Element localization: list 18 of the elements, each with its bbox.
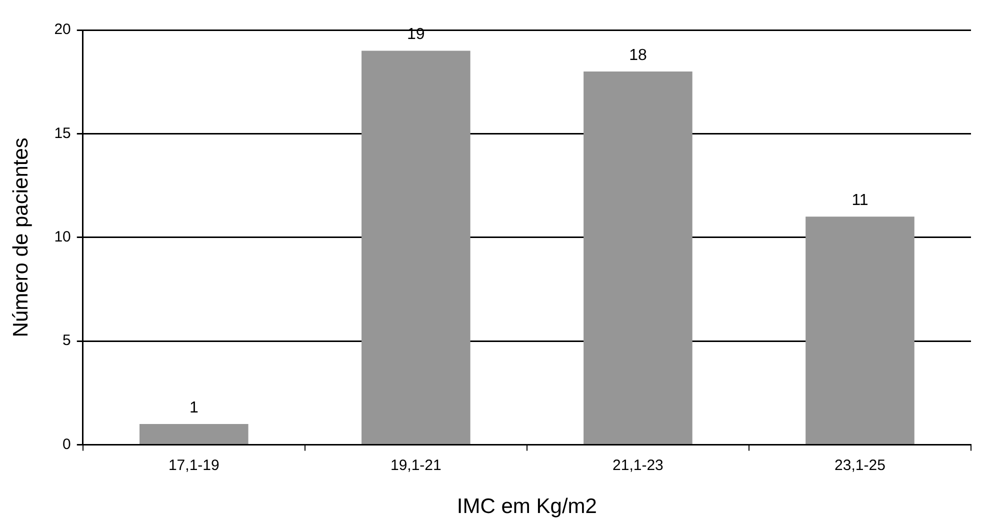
data-label: 18 (629, 46, 647, 64)
x-axis-title: IMC em Kg/m2 (456, 495, 597, 518)
data-label: 1 (189, 399, 198, 416)
y-tick-label: 20 (54, 21, 71, 38)
x-tick-label: 17,1-19 (168, 456, 220, 474)
y-tick-label: 5 (62, 332, 71, 350)
bar (584, 71, 692, 444)
bar (806, 216, 914, 444)
x-tick-label: 21,1-23 (612, 456, 664, 474)
y-tick-label: 0 (62, 436, 71, 453)
bar (140, 424, 248, 444)
y-tick-label: 15 (54, 124, 71, 142)
x-tick-label: 23,1-25 (834, 456, 886, 474)
y-tick-label: 10 (54, 228, 71, 246)
bar (362, 50, 470, 444)
data-label: 11 (852, 192, 868, 210)
x-tick-label: 19,1-21 (390, 456, 442, 474)
y-axis-title: Número de pacientes (9, 138, 32, 338)
